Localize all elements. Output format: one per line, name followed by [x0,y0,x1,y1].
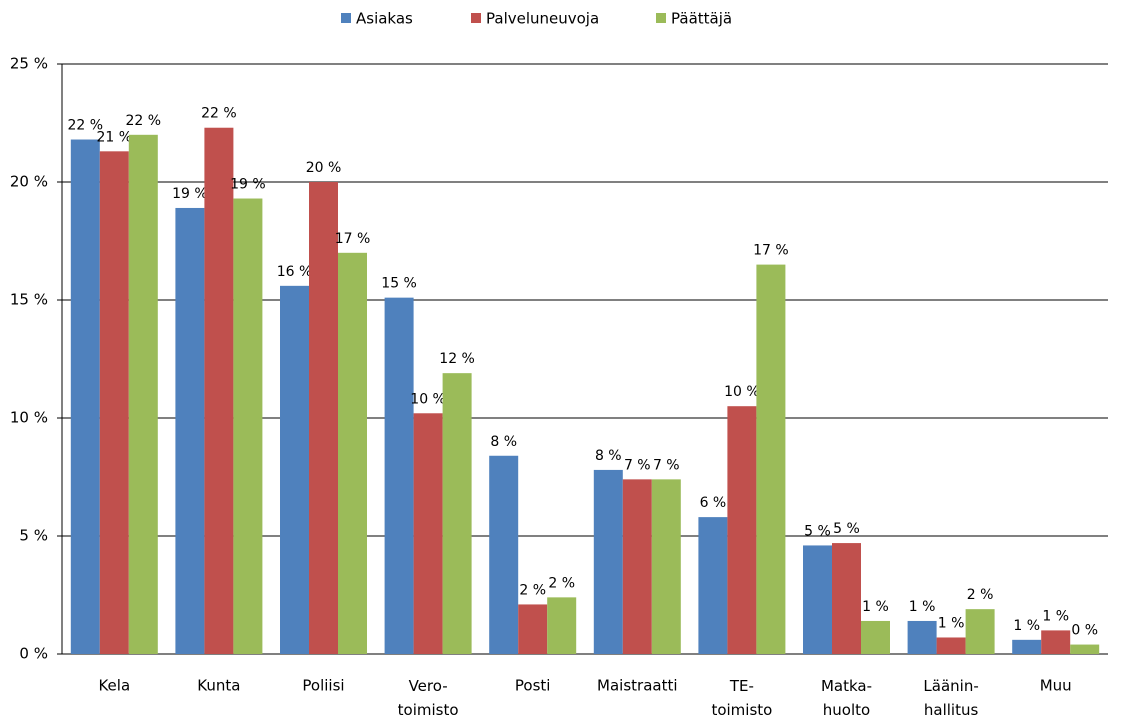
bar [907,620,937,654]
x-tick-label: Poliisi [302,677,344,695]
y-tick-label: 15 % [10,291,48,309]
y-tick-label: 20 % [10,173,48,191]
bar [204,127,234,655]
bar [803,545,832,654]
value-label: 6 % [700,495,727,511]
value-label: 19 % [172,186,208,202]
legend-label: Päättäjä [671,10,732,28]
legend-label: Asiakas [356,10,413,28]
bar [622,479,652,654]
value-label: 17 % [753,243,789,259]
x-tick-label: Matka-huolto [821,677,872,719]
x-tick-label: Maistraatti [597,677,677,695]
value-label: 7 % [624,457,651,473]
legend-swatch [656,13,666,23]
value-label: 10 % [724,384,760,400]
bar [593,469,623,654]
bar [175,207,205,654]
bar [651,479,681,654]
legend-label: Palveluneuvoja [486,10,599,28]
bar [338,252,367,655]
value-label: 10 % [410,391,446,407]
y-tick-label: 10 % [10,409,48,427]
x-tick-label: Kunta [197,677,240,695]
value-label: 22 % [126,113,162,129]
value-label: 15 % [381,276,417,292]
bar [233,198,263,654]
bar [384,297,414,654]
value-label: 7 % [653,457,680,473]
bar [547,597,577,654]
bar [698,517,728,654]
value-label: 21 % [97,129,133,145]
bar [756,264,786,654]
bar [442,373,472,654]
bar [309,182,338,654]
value-label: 17 % [335,231,371,247]
value-label: 5 % [833,521,860,537]
bar [128,134,158,655]
value-label: 1 % [1042,608,1069,624]
y-tick-label: 25 % [10,55,48,73]
value-label: 2 % [519,582,546,598]
value-label: 8 % [595,448,622,464]
bar [1041,630,1071,654]
value-label: 1 % [909,599,936,615]
value-label: 22 % [201,106,237,122]
bar [518,604,548,654]
value-label: 1 % [938,615,965,631]
value-label: 2 % [967,587,994,603]
y-tick-label: 0 % [19,645,48,663]
bar [99,151,129,654]
bar [965,609,995,654]
value-label: 1 % [862,599,889,615]
bar [413,413,443,654]
value-label: 0 % [1071,623,1098,639]
x-tick-label: Läänin-hallitus [923,677,978,719]
bar [861,620,890,654]
legend-swatch [341,13,351,23]
legend-swatch [471,13,481,23]
y-tick-label: 5 % [19,527,48,545]
bar [832,543,861,654]
value-label: 5 % [804,523,831,539]
bar [1070,644,1100,654]
bar [489,455,519,654]
bar [280,285,309,654]
x-tick-label: Posti [515,677,551,695]
x-tick-label: Kela [98,677,130,695]
value-label: 1 % [1013,618,1040,634]
value-label: 12 % [439,351,475,367]
bar [727,406,757,654]
value-label: 19 % [230,177,266,193]
x-tick-label: Muu [1040,677,1072,695]
value-label: 8 % [490,434,517,450]
x-tick-label: Vero-toimisto [398,677,459,719]
value-label: 20 % [306,160,342,176]
bar [1012,639,1042,654]
value-label: 16 % [277,264,313,280]
bar [70,139,100,654]
value-label: 2 % [548,575,575,591]
value-label: 22 % [68,118,104,134]
bar [936,637,966,654]
x-tick-label: TE-toimisto [711,677,772,719]
